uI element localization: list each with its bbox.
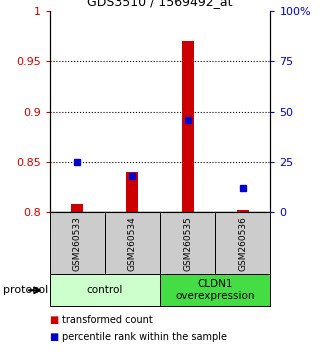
Text: transformed count: transformed count xyxy=(62,315,153,325)
Text: CLDN1
overexpression: CLDN1 overexpression xyxy=(175,279,255,301)
Bar xyxy=(50,274,160,306)
Text: control: control xyxy=(87,285,123,295)
Bar xyxy=(215,212,270,274)
Text: protocol: protocol xyxy=(3,285,48,295)
Text: GSM260536: GSM260536 xyxy=(238,216,247,271)
Text: percentile rank within the sample: percentile rank within the sample xyxy=(62,332,228,342)
Text: ■: ■ xyxy=(50,315,59,325)
Text: GSM260535: GSM260535 xyxy=(183,216,192,271)
Text: ■: ■ xyxy=(50,332,59,342)
Bar xyxy=(181,41,194,212)
Bar xyxy=(50,212,105,274)
Bar xyxy=(237,210,249,212)
Text: GSM260533: GSM260533 xyxy=(73,216,82,271)
Text: GSM260534: GSM260534 xyxy=(128,216,137,271)
Bar xyxy=(160,212,215,274)
Bar xyxy=(160,274,270,306)
Bar xyxy=(126,172,139,212)
Bar xyxy=(105,212,160,274)
Bar xyxy=(71,204,83,212)
Title: GDS3510 / 1569492_at: GDS3510 / 1569492_at xyxy=(87,0,233,8)
